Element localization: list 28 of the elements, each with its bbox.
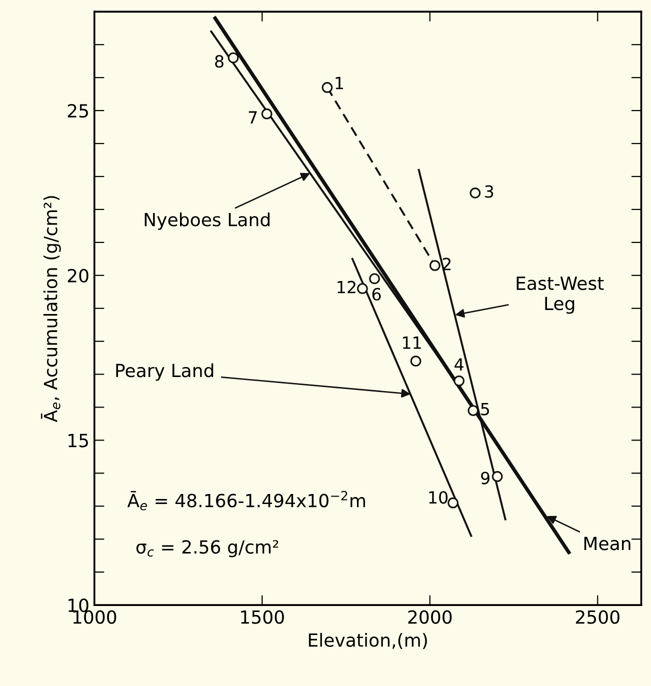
annotation: 3 (485, 185, 494, 198)
y-axis-title: Ā$_{e}$, Accumulation (g/cm²) (40, 196, 61, 422)
annotation: 1 (336, 76, 343, 90)
annotation: 8 (215, 55, 224, 68)
x-axis-title: Elevation,(m) (308, 632, 427, 650)
y-tick-label: 20 (68, 268, 88, 283)
annotation: Ā$_{e}$ = 48.166-1.494x10$^{−2}$m (127, 490, 365, 510)
annotation: 2 (442, 258, 451, 270)
annotation: 4 (454, 358, 464, 370)
x-tick-label: 1500 (241, 610, 284, 624)
y-tick-label: 25 (68, 104, 88, 118)
annotation: 11 (403, 336, 421, 349)
y-tick-label: 10 (68, 598, 88, 612)
annotation: σ$_{c}$ = 2.56 g/cm² (136, 540, 278, 558)
annotation: Nyeboes Land (144, 212, 270, 230)
annotation: 7 (248, 111, 257, 124)
x-tick-label: 1000 (73, 610, 116, 624)
annotation: 9 (481, 472, 490, 484)
annotation: East-West Leg (516, 276, 604, 314)
annotation: 6 (372, 288, 381, 301)
annotation: Peary Land (116, 363, 214, 381)
annotation: 10 (429, 491, 448, 504)
x-tick-label: 2500 (576, 610, 620, 624)
y-tick-label: 15 (68, 434, 88, 448)
annotation: 12 (338, 280, 356, 294)
annotation: 5 (481, 403, 490, 416)
x-tick-label: 2000 (408, 610, 452, 624)
annotation: Mean (584, 536, 630, 550)
